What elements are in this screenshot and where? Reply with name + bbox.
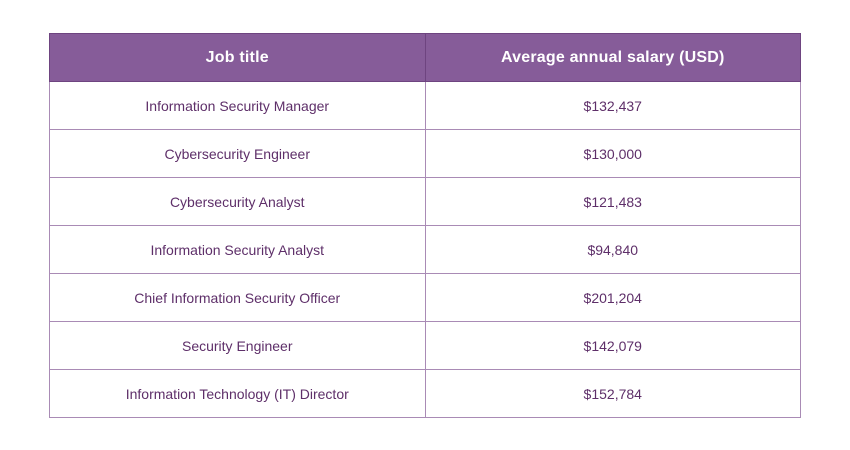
table-header: Job title Average annual salary (USD) [49,33,801,82]
salary-table: Job title Average annual salary (USD) In… [49,33,801,418]
table-row: Cybersecurity Engineer $130,000 [49,129,801,178]
table-row: Chief Information Security Officer $201,2… [49,273,801,322]
table-row: Information Security Analyst $94,840 [49,225,801,274]
header-job-title: Job title [49,33,426,82]
salary-cell: $94,840 [424,225,801,274]
job-title-cell: Security Engineer [49,321,426,370]
job-title-cell: Chief Information Security Officer [49,273,426,322]
salary-cell: $152,784 [424,369,801,418]
job-title-cell: Information Security Manager [49,81,426,130]
job-title-cell: Cybersecurity Analyst [49,177,426,226]
salary-cell: $130,000 [424,129,801,178]
salary-cell: $121,483 [424,177,801,226]
job-title-cell: Information Security Analyst [49,225,426,274]
table-row: Information Technology (IT) Director $152… [49,369,801,418]
salary-cell: $142,079 [424,321,801,370]
table-row: Cybersecurity Analyst $121,483 [49,177,801,226]
job-title-cell: Cybersecurity Engineer [49,129,426,178]
job-title-cell: Information Technology (IT) Director [49,369,426,418]
header-average-salary: Average annual salary (USD) [424,33,801,82]
table-row: Information Security Manager $132,437 [49,81,801,130]
table-body: Information Security Manager $132,437 Cybe… [49,81,801,418]
salary-cell: $132,437 [424,81,801,130]
table-row: Security Engineer $142,079 [49,321,801,370]
salary-cell: $201,204 [424,273,801,322]
header-row: Job title Average annual salary (USD) [49,33,801,82]
